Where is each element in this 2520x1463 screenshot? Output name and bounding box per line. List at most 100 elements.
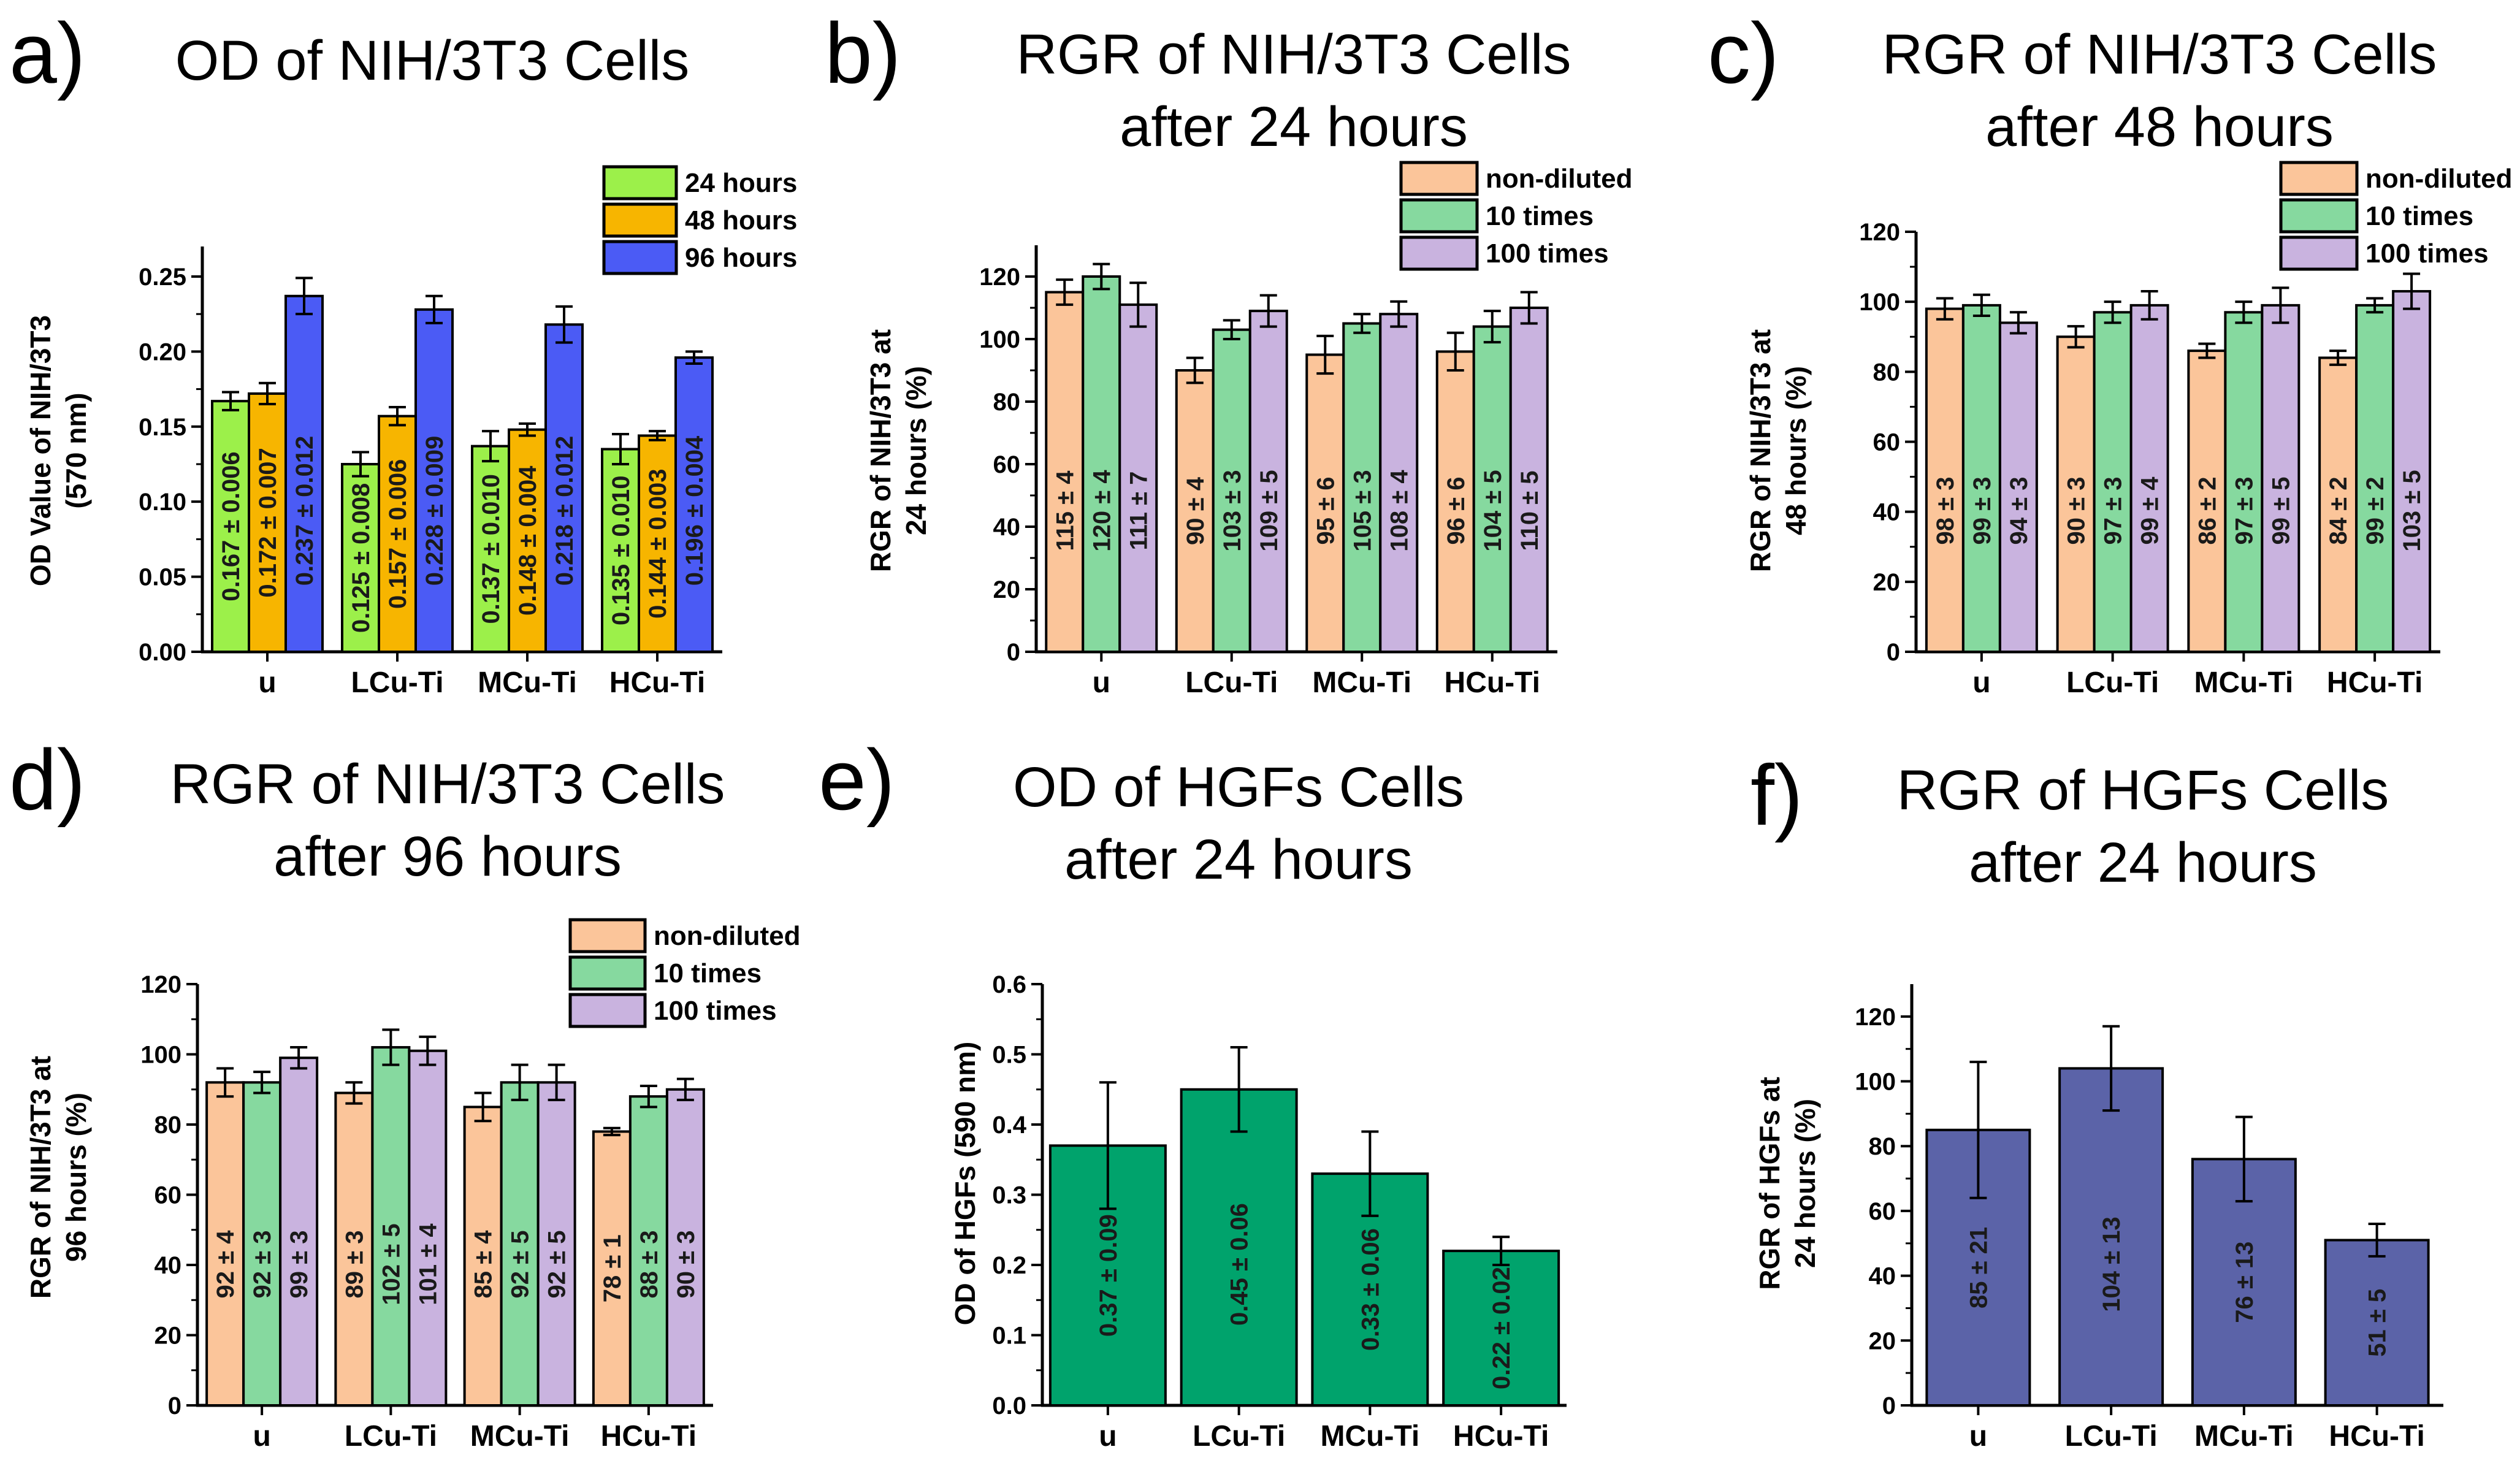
legend-label: 10 times: [654, 958, 762, 988]
y-tick-label: 80: [1873, 359, 1901, 386]
data-label: 0.137 ± 0.010: [478, 474, 505, 624]
bar: [2318, 356, 2358, 653]
data-label: 105 ± 3: [1349, 470, 1376, 551]
x-tick-label: LCu-Ti: [2065, 1420, 2158, 1453]
panel-label: a): [9, 5, 85, 101]
y-tick-label: 80: [155, 1112, 182, 1139]
y-tick-label: 0.2: [992, 1252, 1026, 1279]
x-tick-label: MCu-Ti: [1312, 667, 1411, 699]
chart-title: after 48 hours: [1985, 96, 2334, 158]
y-tick-label: 120: [1855, 1004, 1896, 1031]
y-tick-label: 60: [993, 451, 1021, 478]
data-label: 115 ± 4: [1052, 470, 1079, 551]
y-axis-label-line: RGR of NIH/3T3 at: [25, 1056, 56, 1299]
data-label: 102 ± 5: [378, 1223, 405, 1305]
y-tick-label: 120: [979, 264, 1020, 291]
y-axis-label-line: OD of HGFs (590 nm): [949, 1042, 981, 1326]
y-tick-label: 80: [993, 389, 1021, 416]
data-label: 76 ± 13: [2231, 1242, 2258, 1323]
panel-label: b): [825, 5, 901, 101]
chart-title: after 24 hours: [1064, 828, 1413, 891]
chart-title: RGR of NIH/3T3 Cells: [1882, 23, 2437, 86]
y-tick-label: 20: [155, 1323, 182, 1350]
x-tick-label: LCu-Ti: [2066, 667, 2159, 699]
data-label: 104 ± 13: [2098, 1217, 2125, 1312]
chart-title: RGR of NIH/3T3 Cells: [170, 753, 725, 816]
bar: [408, 1049, 448, 1407]
chart-panel-1: a) OD of NIH/3T3 Cells OD Value of NIH/3T3…: [9, 5, 797, 699]
y-axis-label: OD of HGFs (590 nm): [949, 1042, 981, 1326]
chart-panel-3: c) RGR of NIH/3T3 Cells after 48 hours RGR …: [1708, 5, 2513, 699]
bar: [1180, 1088, 1298, 1407]
chart-panel-6: f) RGR of HGFs Cells after 24 hours RGR of …: [1751, 747, 2443, 1453]
y-tick-label: 0: [1882, 1392, 1896, 1419]
y-tick-label: 0: [168, 1392, 181, 1419]
chart-title: after 24 hours: [1969, 831, 2317, 894]
y-tick-label: 0.05: [139, 564, 186, 591]
y-tick-label: 0.15: [139, 414, 186, 441]
y-tick-label: 40: [1869, 1263, 1896, 1290]
legend-label: 100 times: [1486, 239, 1609, 269]
bar: [414, 308, 454, 654]
bar: [536, 1081, 576, 1407]
x-tick-label: HCu-Ti: [2329, 1420, 2424, 1453]
bar: [341, 462, 380, 654]
data-label: 88 ± 3: [636, 1231, 663, 1299]
bar: [1435, 350, 1475, 654]
x-tick-label: HCu-Ti: [601, 1420, 697, 1453]
y-axis-label: OD Value of NIH/3T3 (570 nm): [25, 315, 92, 586]
legend-label: 10 times: [1486, 201, 1594, 231]
legend-swatch: [568, 993, 647, 1028]
data-label: 92 ± 5: [544, 1231, 571, 1299]
legend-label: 10 times: [2365, 201, 2473, 231]
y-tick-label: 0.20: [139, 338, 186, 365]
data-label: 108 ± 4: [1386, 470, 1413, 552]
x-tick-label: HCu-Ti: [609, 667, 705, 699]
data-label: 99 ± 3: [286, 1231, 313, 1299]
chart-panel-2: b) RGR of NIH/3T3 Cells after 24 hours RGR …: [825, 5, 1633, 699]
data-label: 99 ± 4: [2137, 476, 2164, 545]
legend-swatch: [1399, 235, 1479, 271]
panel-label: f): [1751, 747, 1803, 843]
data-label: 85 ± 21: [1965, 1227, 1992, 1308]
legend-swatch: [602, 240, 678, 275]
legend-label: 96 hours: [685, 243, 797, 273]
y-axis-label-line: 24 hours (%): [900, 366, 932, 535]
y-axis-label-line: OD Value of NIH/3T3: [25, 315, 56, 586]
legend-swatch: [2279, 235, 2359, 271]
bar: [2129, 304, 2169, 653]
data-label: 90 ± 3: [2063, 477, 2090, 545]
data-label: 0.135 ± 0.010: [608, 476, 635, 625]
y-tick-label: 120: [140, 971, 181, 998]
data-label: 0.228 ± 0.009: [421, 436, 448, 586]
panel-label: e): [819, 732, 895, 828]
data-label: 103 ± 3: [1219, 470, 1246, 551]
chart-title: after 96 hours: [273, 825, 622, 888]
data-label: 0.237 ± 0.012: [291, 436, 318, 586]
bar: [601, 448, 640, 653]
panel-label: d): [9, 732, 85, 828]
y-tick-label: 0.6: [992, 971, 1026, 998]
data-label: 110 ± 5: [1516, 471, 1543, 551]
x-tick-label: HCu-Ti: [1445, 667, 1540, 699]
data-label: 85 ± 4: [470, 1230, 497, 1299]
data-label: 84 ± 2: [2325, 477, 2352, 545]
bar: [2056, 335, 2096, 653]
bar: [284, 294, 324, 653]
x-tick-label: u: [1969, 1420, 1987, 1453]
legend-label: 48 hours: [685, 205, 797, 235]
x-tick-label: u: [1093, 667, 1110, 699]
y-tick-label: 20: [1873, 569, 1901, 596]
legend-swatch: [1399, 161, 1479, 196]
data-label: 0.125 ± 0.008: [348, 483, 375, 633]
legend-swatch: [568, 955, 647, 991]
data-label: 120 ± 4: [1088, 470, 1115, 552]
panel-label: c): [1708, 5, 1779, 101]
legend-label: non-diluted: [1486, 164, 1633, 194]
y-tick-label: 40: [155, 1252, 182, 1279]
bar: [242, 1081, 282, 1407]
data-label: 99 ± 3: [1969, 477, 1996, 545]
data-label: 0.22 ± 0.02: [1488, 1267, 1515, 1389]
x-tick-label: MCu-Ti: [2194, 1420, 2294, 1453]
